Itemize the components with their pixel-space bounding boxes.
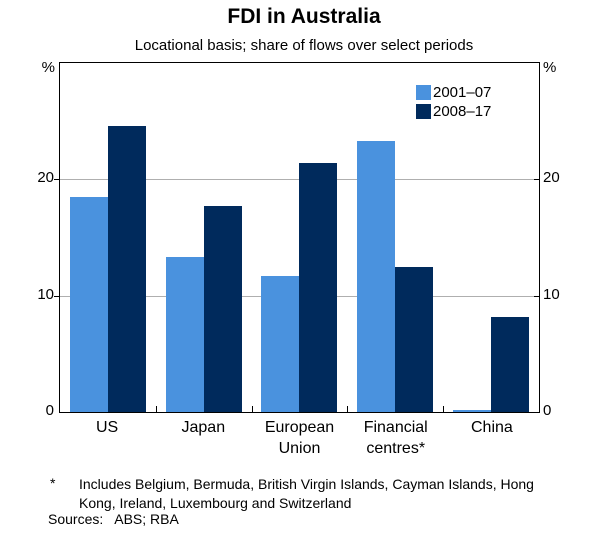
bar	[107, 125, 146, 412]
bar-group-5	[443, 63, 539, 412]
bar-group-2	[156, 63, 252, 412]
footnote-marker: *	[50, 475, 56, 491]
left-axis-unit-label: %	[41, 59, 55, 76]
bar	[165, 257, 204, 412]
bar	[69, 196, 108, 412]
y-axis-label-left-20: 20	[37, 169, 54, 187]
x-axis-category-label-line: Financial	[363, 419, 428, 436]
bar	[395, 266, 434, 412]
x-axis-category-label-line: Union	[278, 440, 321, 457]
y-axis-label-right-20: 20	[543, 169, 560, 187]
y-axis-label-right-10: 10	[543, 285, 560, 303]
y-axis-label-left-10: 10	[37, 285, 54, 303]
legend-item: 2001–07	[416, 83, 491, 102]
bar	[491, 316, 530, 412]
bar-series-container	[60, 63, 539, 412]
chart-subtitle: Locational basis; share of flows over se…	[134, 37, 474, 54]
x-axis-category-labels: US Japan European Union Financial centres* Chi…	[59, 417, 540, 459]
x-axis-category-label: European Union	[251, 417, 347, 459]
sources-line: Sources: ABS; RBA	[48, 511, 179, 527]
bar-group-4	[347, 63, 443, 412]
x-axis-category-label: Japan	[155, 417, 251, 459]
legend-label: 2008–17	[433, 103, 492, 120]
footnote-text: Includes Belgium, Bermuda, British Virgi…	[79, 476, 534, 511]
x-axis-category-label: China	[444, 417, 540, 459]
legend-label: 2001–07	[433, 84, 492, 101]
legend-color-swatch	[416, 104, 431, 119]
y-axis-labels-left: 0 10 20	[0, 62, 54, 419]
x-axis-category-label-line: China	[471, 419, 513, 436]
y-axis-labels-right: 0 10 20	[543, 62, 593, 419]
x-axis-category-label: US	[59, 417, 155, 459]
bar	[453, 410, 492, 412]
y-axis-label-left-0: 0	[45, 402, 54, 419]
x-axis-category-label-line: European	[264, 419, 335, 436]
x-tick-boundary-4	[443, 406, 445, 412]
y-tick-right-10	[534, 295, 539, 297]
plot-area: 2001–07 2008–17	[54, 62, 540, 413]
x-tick-boundary-3	[347, 406, 349, 412]
sources-value: ABS; RBA	[114, 511, 179, 527]
legend-color-swatch	[416, 85, 431, 100]
legend: 2001–07 2008–17	[416, 83, 491, 121]
x-axis-category-label-line: Japan	[181, 419, 226, 436]
y-tick-left-20	[54, 179, 59, 181]
bar	[261, 275, 300, 412]
bar	[357, 140, 396, 412]
x-axis-category-label: Financial centres*	[348, 417, 444, 459]
right-axis-unit-label: %	[543, 59, 557, 76]
bar	[299, 163, 338, 412]
bar-group-3	[252, 63, 348, 412]
y-tick-left-10	[54, 295, 59, 297]
chart-title: FDI in Australia	[227, 5, 381, 28]
y-tick-right-20	[534, 179, 539, 181]
y-axis-label-right-0: 0	[543, 402, 552, 419]
bar	[203, 206, 242, 412]
bar-group-1	[60, 63, 156, 412]
x-axis-category-label-line: US	[95, 419, 119, 436]
x-axis-category-label-line: centres*	[366, 440, 426, 457]
x-tick-boundary-1	[155, 406, 157, 412]
x-tick-boundary-2	[251, 406, 253, 412]
legend-item: 2008–17	[416, 102, 491, 121]
sources-label: Sources:	[48, 511, 104, 527]
